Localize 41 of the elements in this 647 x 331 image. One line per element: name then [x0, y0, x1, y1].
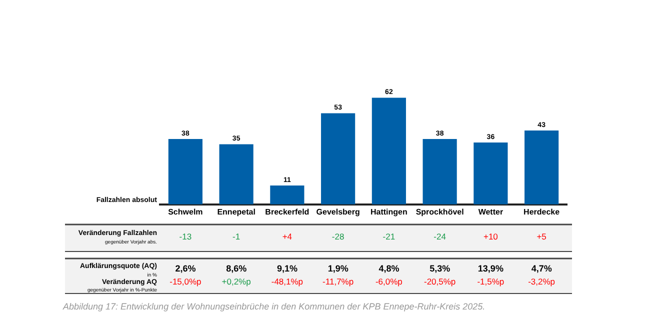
text: -3,2%p: [528, 276, 556, 286]
text: -1: [232, 231, 240, 242]
text: 2,6%: [175, 263, 196, 274]
text: -20,5%p: [424, 276, 456, 286]
text: -11,7%p: [322, 276, 354, 286]
bar: [474, 142, 508, 204]
x-tick-label: Herdecke: [524, 207, 560, 216]
x-tick-label: Hattingen: [370, 207, 408, 216]
text: Abbildung 17: Entwicklung der Wohnungseinbrüche in den Kommunen der KPB Ennepe-Ruhr-Kreis 2025.: [62, 302, 486, 312]
x-tick-label: Sprockhövel: [416, 207, 464, 216]
text: -28: [332, 231, 344, 242]
text: +5: [536, 231, 547, 242]
text: +4: [282, 231, 292, 242]
text: 4,7%: [531, 263, 552, 274]
text: 8,6%: [226, 263, 247, 274]
bar: [219, 144, 254, 204]
text: +10: [483, 231, 498, 242]
text: -21: [382, 231, 396, 242]
text: -1,5%p: [477, 276, 504, 286]
x-tick-label: Wetter: [478, 207, 504, 216]
text: 5,3%: [430, 263, 450, 274]
x-tick-label: Breckerfeld: [265, 207, 310, 216]
text: -48,1%p: [271, 276, 304, 286]
text: 13,9%: [478, 263, 504, 274]
text: +0,2%p: [222, 276, 252, 286]
text: 1,9%: [328, 263, 348, 274]
text: -15,0%p: [170, 276, 202, 286]
bar: [524, 130, 559, 204]
x-tick-label: Ennepetal: [217, 207, 256, 216]
bar: [168, 139, 202, 204]
bar: [422, 139, 457, 204]
bar: [270, 185, 304, 204]
x-tick-label: Schwelm: [168, 207, 203, 216]
x-tick-label: Gevelsberg: [316, 207, 360, 216]
text: -24: [434, 231, 446, 242]
text: 9,1%: [276, 263, 298, 274]
bar: [372, 98, 406, 204]
bar: [321, 113, 356, 204]
text: -13: [179, 231, 192, 242]
text: -6,0%p: [375, 276, 403, 286]
text: 4,8%: [378, 263, 400, 274]
